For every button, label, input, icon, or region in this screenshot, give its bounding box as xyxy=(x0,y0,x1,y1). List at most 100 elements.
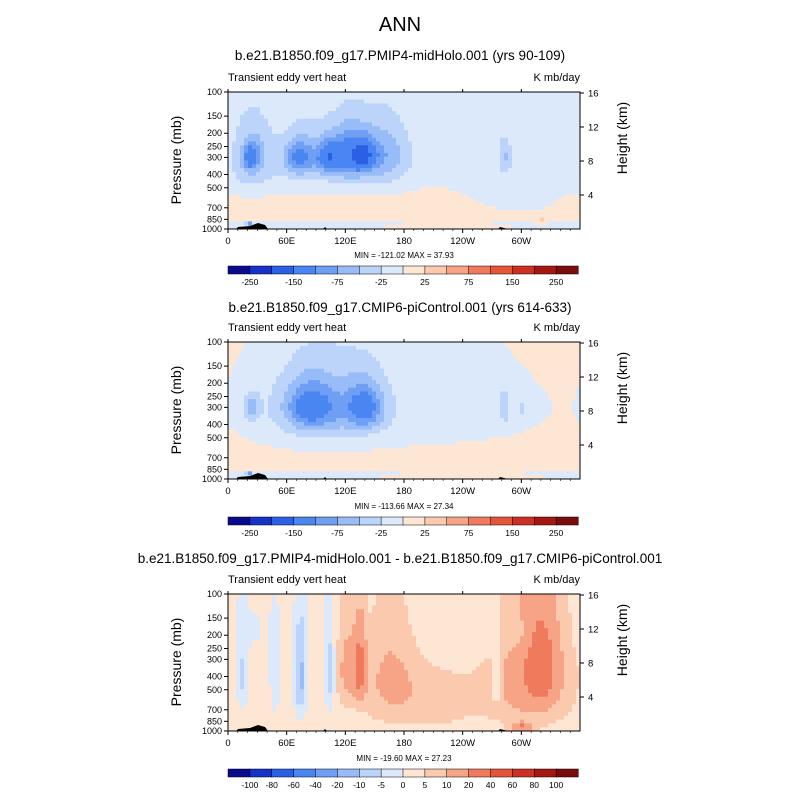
p1-cell xyxy=(452,217,457,222)
p1-cell xyxy=(372,221,377,226)
p2-cell xyxy=(432,383,437,388)
p1-cell xyxy=(344,187,349,192)
p2-cell xyxy=(232,345,237,350)
p2-cell xyxy=(308,387,313,392)
p1-colorbar-box xyxy=(490,265,513,275)
p1-cell xyxy=(476,221,481,226)
p1-cell xyxy=(252,221,257,226)
p1-cell xyxy=(528,225,533,230)
p1-cell xyxy=(308,122,313,127)
p1-cell xyxy=(432,126,437,131)
p1-cell xyxy=(356,130,361,135)
p2-cell xyxy=(416,376,421,381)
p2-cell xyxy=(460,364,465,369)
p1-cell xyxy=(388,152,393,157)
p2-cell xyxy=(244,380,249,385)
p2-cell xyxy=(564,349,569,354)
p1-cell xyxy=(560,145,565,150)
p1-cell xyxy=(436,171,441,177)
p1-cell xyxy=(352,92,357,97)
p1-cell xyxy=(512,103,517,108)
p2-cell xyxy=(472,410,477,415)
p1-cell xyxy=(452,190,457,196)
p1-cell xyxy=(532,164,537,169)
p2-cell xyxy=(368,399,373,404)
p1-cell xyxy=(548,118,553,123)
p1-cell xyxy=(364,168,369,173)
p2-cell xyxy=(444,410,449,415)
p1-cell xyxy=(236,103,241,108)
p2-cell xyxy=(284,372,289,377)
p1-cell xyxy=(328,152,333,157)
p2-cell xyxy=(448,345,453,350)
p1-cell xyxy=(392,217,397,222)
p1-cell xyxy=(556,156,561,161)
p1-cell xyxy=(460,141,465,146)
p2-cell xyxy=(320,380,325,385)
p2-cell xyxy=(548,361,553,366)
p2-cell xyxy=(568,376,573,381)
p2-cell xyxy=(520,368,525,373)
p1-cell xyxy=(316,122,321,127)
p1-cell xyxy=(500,194,505,199)
p1-cell xyxy=(568,164,573,169)
p1-cell xyxy=(508,183,513,188)
p1-cell xyxy=(560,137,565,142)
p1-cell xyxy=(252,179,257,184)
p1-cell xyxy=(256,179,261,184)
p1-cell xyxy=(360,92,365,97)
p1-cell xyxy=(480,187,485,192)
p1-cell xyxy=(420,92,425,97)
p1-cell xyxy=(492,225,497,230)
p2-cell xyxy=(296,353,301,358)
p2-cell xyxy=(260,410,265,415)
p2-cell xyxy=(272,399,277,404)
p1-cell xyxy=(308,209,313,215)
p1-cell xyxy=(324,221,329,226)
p2-cell xyxy=(432,387,437,392)
p2-cell xyxy=(532,349,537,354)
p2-cell xyxy=(412,342,417,347)
p1-cell xyxy=(380,217,385,222)
p2-cell xyxy=(440,342,445,347)
p2-cell xyxy=(508,361,513,366)
p2-cell xyxy=(300,372,305,377)
p1-cell xyxy=(492,221,497,226)
p1-cell xyxy=(548,171,553,177)
p1-cell xyxy=(280,164,285,169)
p1-cell xyxy=(336,179,341,184)
p1-cell xyxy=(508,213,513,218)
p2-cell xyxy=(252,345,257,350)
p2-cell xyxy=(228,395,233,400)
p1-cell xyxy=(500,103,505,108)
p1-cell xyxy=(444,217,449,222)
p1-cell xyxy=(432,95,437,100)
p1-cell xyxy=(568,103,573,108)
p1-cell xyxy=(364,221,369,226)
p2-cell xyxy=(508,410,513,415)
p1-cell xyxy=(508,217,513,222)
p1-cell xyxy=(352,107,357,112)
p1-cell xyxy=(228,95,233,100)
p1-cell xyxy=(480,133,485,138)
p2-cell xyxy=(344,395,349,400)
p1-cell xyxy=(284,202,289,207)
p1-cell xyxy=(408,152,413,157)
p2-cell xyxy=(408,372,413,377)
p1-cell xyxy=(324,114,329,119)
p2-cell xyxy=(516,391,521,396)
p2-cell xyxy=(408,383,413,388)
p1-cell xyxy=(408,187,413,192)
p2-cell xyxy=(252,376,257,381)
p1-cell xyxy=(348,118,353,123)
p1-cell xyxy=(524,202,529,207)
p1-cell xyxy=(420,145,425,150)
p1-cell xyxy=(456,202,461,207)
p1-cell xyxy=(344,103,349,108)
p1-cell xyxy=(324,130,329,135)
p1-cell xyxy=(364,209,369,215)
p1-cell xyxy=(248,183,253,188)
p2-cell xyxy=(248,364,253,369)
p1-cell xyxy=(388,133,393,138)
p2-cell xyxy=(400,395,405,400)
